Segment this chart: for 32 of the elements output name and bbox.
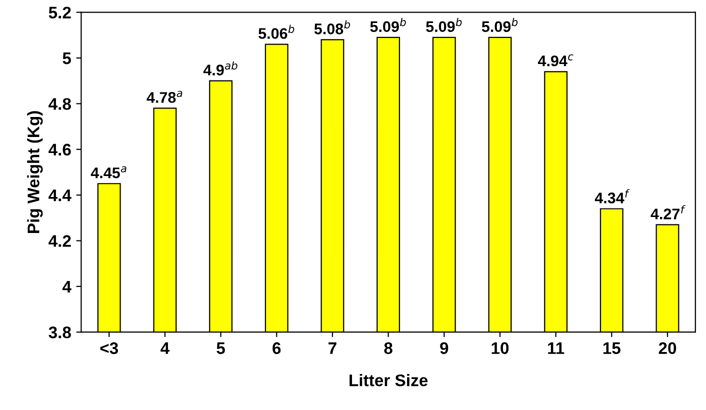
data-label: 4.94$^{c}$ bbox=[538, 54, 574, 66]
x-tick-label: 6 bbox=[272, 342, 281, 354]
data-label: 4.9$^{ab}$ bbox=[203, 61, 238, 76]
y-tick-label: 4.4 bbox=[48, 190, 72, 202]
x-tick-label: 4 bbox=[160, 342, 170, 354]
x-tick-label: 8 bbox=[384, 342, 392, 354]
x-tick-label: 9 bbox=[440, 342, 448, 354]
data-label: 5.09$^{b}$ bbox=[426, 18, 462, 32]
x-axis-title: Litter Size bbox=[350, 374, 428, 386]
data-label: 4.34$^{f}$ bbox=[594, 189, 630, 204]
data-label: 4.78$^{a}$ bbox=[146, 90, 182, 103]
y-tick-label: 5.2 bbox=[48, 6, 71, 19]
data-label: 4.45$^{a}$ bbox=[90, 166, 126, 178]
data-label: 5.09$^{b}$ bbox=[482, 18, 518, 32]
y-tick-label: 4.6 bbox=[48, 144, 71, 156]
y-tick-label: 4.2 bbox=[48, 235, 71, 247]
y-tick-label: 3.8 bbox=[48, 326, 71, 338]
x-tick-label: 10 bbox=[492, 342, 509, 354]
y-tick-label: 5 bbox=[62, 52, 72, 64]
x-tick-label: 5 bbox=[216, 342, 225, 354]
y-tick-label: 4 bbox=[62, 280, 72, 292]
x-tick-label: 11 bbox=[548, 342, 564, 354]
data-label: 4.27$^{f}$ bbox=[650, 205, 686, 220]
x-tick-label: 15 bbox=[603, 342, 620, 354]
y-tick-label: 4.8 bbox=[48, 98, 71, 110]
data-label: 5.08$^{b}$ bbox=[314, 20, 350, 34]
x-tick-label: 20 bbox=[658, 342, 676, 354]
data-label: 5.09$^{b}$ bbox=[370, 18, 406, 32]
y-axis-title: Pig Weight (Kg) bbox=[27, 111, 43, 233]
x-tick-label: 7 bbox=[328, 342, 336, 354]
data-label: 5.06$^{b}$ bbox=[258, 24, 294, 39]
x-tick-label: <3 bbox=[100, 342, 118, 354]
